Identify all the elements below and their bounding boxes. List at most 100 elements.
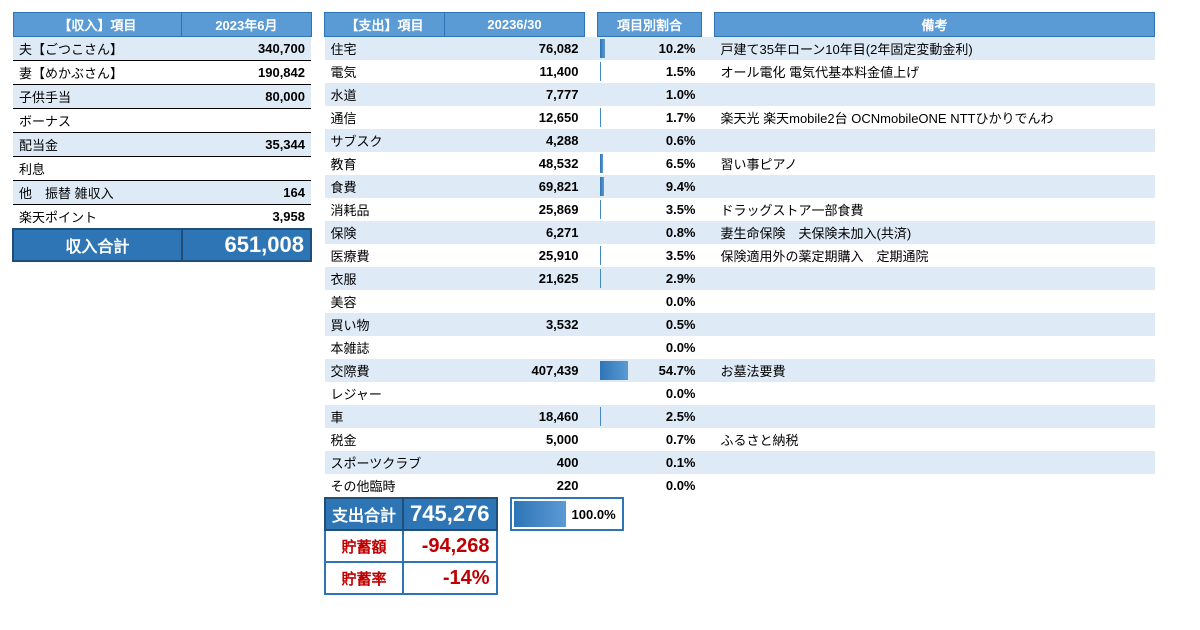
expense-pct: 3.5% [598, 244, 702, 267]
expense-pct: 0.8% [598, 221, 702, 244]
pct-bar [600, 200, 652, 219]
expense-note: 楽天光 楽天mobile2台 OCNmobileONE NTTひかりでんわ [715, 106, 1155, 129]
expense-item: 教育 [325, 152, 445, 175]
expense-note: ドラッグストア一部食費 [715, 198, 1155, 221]
pct-bar [600, 292, 652, 311]
expense-value: 407,439 [445, 359, 585, 382]
income-value: 35,344 [182, 133, 311, 157]
expense-row: 水道7,7771.0% [325, 83, 1155, 106]
expense-value: 220 [445, 474, 585, 497]
pct-bar [600, 338, 652, 357]
pct-text: 2.5% [666, 409, 696, 424]
expense-pct: 2.9% [598, 267, 702, 290]
expense-item: 買い物 [325, 313, 445, 336]
pct-bar [600, 384, 652, 403]
expense-note [715, 336, 1155, 359]
pct-bar [600, 407, 652, 426]
expense-value: 11,400 [445, 60, 585, 83]
expense-row: 食費69,8219.4% [325, 175, 1155, 198]
expense-item: 税金 [325, 428, 445, 451]
pct-bar [600, 315, 652, 334]
pct-text: 2.9% [666, 271, 696, 286]
expense-note [715, 451, 1155, 474]
expense-item: 消耗品 [325, 198, 445, 221]
pct-text: 3.5% [666, 202, 696, 217]
pct-bar [600, 85, 652, 104]
savings-rate-value: -14% [403, 562, 497, 594]
pct-text: 0.0% [666, 294, 696, 309]
pct-text: 54.7% [659, 363, 696, 378]
income-total-label: 収入合計 [13, 229, 182, 261]
expense-item: 本雑誌 [325, 336, 445, 359]
expense-pct: 0.7% [598, 428, 702, 451]
expense-row: 通信12,6501.7%楽天光 楽天mobile2台 OCNmobileONE … [325, 106, 1155, 129]
pct-bar [600, 430, 652, 449]
income-row: 夫【ごつこさん】340,700 [13, 37, 311, 61]
expense-pct: 9.4% [598, 175, 702, 198]
expense-item: その他臨時 [325, 474, 445, 497]
expense-pct: 6.5% [598, 152, 702, 175]
expense-row: レジャー0.0% [325, 382, 1155, 405]
expense-value: 5,000 [445, 428, 585, 451]
income-item: 楽天ポイント [13, 205, 182, 230]
expense-summary-table: 支出合計 745,276 100.0% 貯蓄額 -94,268 貯蓄率 -14% [324, 497, 624, 595]
income-item: 妻【めかぶさん】 [13, 61, 182, 85]
expense-item: 衣服 [325, 267, 445, 290]
expense-pct: 0.0% [598, 382, 702, 405]
income-value: 340,700 [182, 37, 311, 61]
income-item: 配当金 [13, 133, 182, 157]
expense-pct: 10.2% [598, 37, 702, 61]
expense-header-pct: 項目別割合 [598, 13, 702, 37]
expense-pct: 1.5% [598, 60, 702, 83]
income-header-value: 2023年6月 [182, 13, 311, 37]
pct-bar [600, 223, 652, 242]
expense-row: 車18,4602.5% [325, 405, 1155, 428]
income-row: 利息 [13, 157, 311, 181]
expense-note: オール電化 電気代基本料金値上げ [715, 60, 1155, 83]
income-item: 子供手当 [13, 85, 182, 109]
expense-note [715, 474, 1155, 497]
income-row: 他 振替 雑収入164 [13, 181, 311, 205]
pct-bar [600, 476, 652, 495]
pct-text: 10.2% [659, 41, 696, 56]
income-row: 子供手当80,000 [13, 85, 311, 109]
expense-value: 400 [445, 451, 585, 474]
expense-value [445, 382, 585, 405]
pct-text: 6.5% [666, 156, 696, 171]
income-table: 【収入】項目 2023年6月 夫【ごつこさん】340,700妻【めかぶさん】19… [12, 12, 312, 262]
expense-value: 7,777 [445, 83, 585, 106]
pct-text: 1.0% [666, 87, 696, 102]
income-item: ボーナス [13, 109, 182, 133]
pct-text: 0.7% [666, 432, 696, 447]
expense-note [715, 290, 1155, 313]
expense-row: 税金5,000 0.7% ふるさと納税 [325, 428, 1155, 451]
pct-text: 0.1% [666, 455, 696, 470]
expense-note [715, 313, 1155, 336]
expense-note [715, 267, 1155, 290]
expense-value: 3,532 [445, 313, 585, 336]
expense-note [715, 83, 1155, 106]
expense-pct: 1.0% [598, 83, 702, 106]
expense-note: 戸建て35年ローン10年目(2年固定変動金利) [715, 37, 1155, 61]
expense-value: 25,910 [445, 244, 585, 267]
expense-block: 【支出】項目 20236/30 項目別割合 備考 住宅76,08210.2%戸建… [324, 12, 1155, 595]
pct-text: 0.6% [666, 133, 696, 148]
expense-pct: 1.7% [598, 106, 702, 129]
income-value: 80,000 [182, 85, 311, 109]
expense-item: 食費 [325, 175, 445, 198]
income-value [182, 157, 311, 181]
expense-total-pct: 100.0% [511, 498, 623, 530]
expense-total-label: 支出合計 [325, 498, 403, 530]
pct-bar [600, 39, 652, 58]
income-item: 利息 [13, 157, 182, 181]
expense-note: お墓法要費 [715, 359, 1155, 382]
expense-item: 通信 [325, 106, 445, 129]
expense-value: 6,271 [445, 221, 585, 244]
expense-note: ふるさと納税 [715, 428, 1155, 451]
pct-text: 0.0% [666, 478, 696, 493]
expense-note [715, 405, 1155, 428]
income-row: 楽天ポイント3,958 [13, 205, 311, 230]
expense-row: 本雑誌0.0% [325, 336, 1155, 359]
income-value: 190,842 [182, 61, 311, 85]
expense-value [445, 336, 585, 359]
